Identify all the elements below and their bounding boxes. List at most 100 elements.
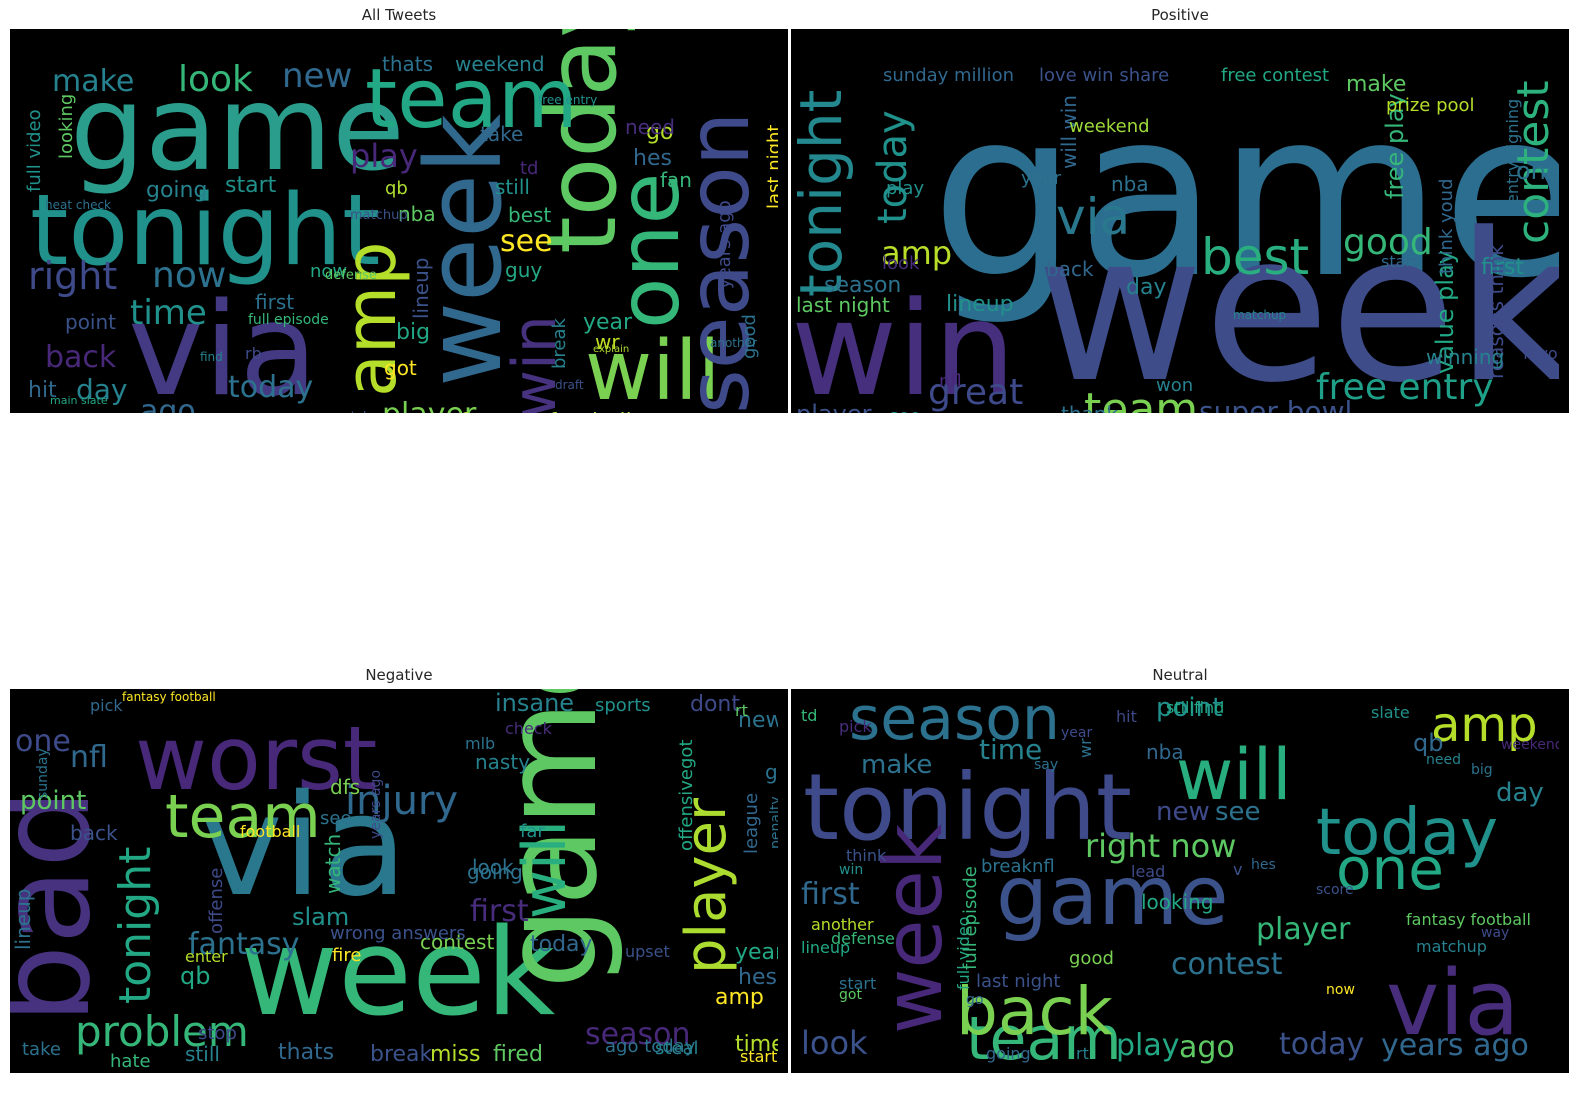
cloud-word: game [70, 59, 405, 197]
cloud-word: sunday [35, 748, 51, 799]
cloud-word: team [365, 52, 578, 147]
title-all: All Tweets [361, 6, 437, 24]
cloud-word: qb [1413, 729, 1443, 757]
cloud-word: mlb [465, 734, 495, 753]
cloud-word: nba [398, 202, 436, 226]
cloud-word: going [467, 860, 523, 884]
cloud-word: weekend [1069, 116, 1150, 137]
cloud-word: contest [40, 410, 122, 413]
cloud-word: check [505, 719, 553, 738]
cloud-word: via [200, 765, 408, 928]
cloud-word: today [870, 110, 916, 224]
cloud-word: super bowl [1199, 395, 1352, 413]
cloud-word: will [1176, 734, 1292, 816]
cloud-word: thats [382, 52, 433, 76]
cloud-word: day [1496, 778, 1544, 808]
cloud-word: rt [1076, 1044, 1089, 1063]
cloud-word: wr [595, 330, 620, 354]
cloud-word: value play [1431, 250, 1459, 374]
cloud-word: looking [1141, 890, 1214, 914]
cloud-word: free entry [538, 93, 597, 107]
cloud-word: stop [198, 1023, 237, 1044]
cloud-word: fire [332, 945, 361, 966]
cloud-word: start [225, 173, 277, 198]
cloud-word: contest [420, 930, 494, 954]
cloud-word: last night [976, 971, 1061, 992]
cloud-word: hit [28, 378, 57, 403]
cloud-word: week [403, 114, 525, 387]
cloud-word: v [1233, 860, 1242, 879]
cloud-word: last night [764, 125, 778, 210]
cloud-word: say [1034, 757, 1058, 773]
cloud-word: week [1036, 190, 1559, 413]
cloud-word: back [1046, 257, 1094, 281]
cloud-word: time [130, 293, 207, 333]
cloud-word: nasty [475, 750, 530, 774]
cloud-word: now [310, 261, 347, 282]
cloud-word: slam [292, 903, 349, 931]
cloud-word: via [128, 276, 318, 413]
cloud-word: thats [278, 1040, 334, 1065]
cloud-word: team [966, 1004, 1122, 1073]
cloud-word: penalty [768, 796, 778, 849]
cloud-word: weekend [455, 52, 545, 76]
wordcloud-all: game tonight via week today will season one team… [10, 29, 788, 413]
cloud-word: today [530, 932, 593, 957]
cloud-word: break [370, 1042, 433, 1067]
cloud-word: think [846, 846, 887, 865]
cloud-word: td [520, 158, 538, 179]
cloud-word: heat check [45, 198, 111, 212]
cloud-word: fantasy football [1406, 910, 1531, 929]
cloud-word: won [1156, 375, 1193, 396]
cloud-word: hes [1251, 857, 1276, 873]
cloud-word: year [1021, 168, 1062, 189]
cloud-word: game [474, 689, 626, 989]
cloud-word: make [52, 64, 134, 99]
cloud-word: day [76, 373, 128, 406]
cloud-word: start [740, 1047, 777, 1066]
cloud-word: main slate [50, 394, 108, 407]
cloud-word: favorite [1523, 344, 1559, 363]
cloud-word: dont [690, 692, 740, 717]
cloud-word: win [839, 862, 863, 878]
cloud-word: new [738, 708, 778, 733]
cloud-word: year [583, 310, 633, 335]
cloud-word: insane [495, 689, 574, 717]
cloud-word: nfl [70, 740, 108, 775]
cloud-word: today [1279, 1027, 1364, 1062]
cloud-word: amp [330, 241, 412, 397]
cloud-word: time [979, 733, 1042, 766]
cloud-word: play [886, 178, 924, 199]
cloud-word: lineup [946, 292, 1014, 317]
cloud-word: hate [110, 1051, 151, 1072]
cloud-word: another [811, 915, 874, 934]
cloud-word: fired [493, 1042, 543, 1067]
cloud-word: player [674, 797, 739, 974]
cloud-word: ago today [605, 1036, 696, 1057]
cloud-word: problem [75, 1007, 249, 1056]
cloud-word: another [710, 336, 757, 350]
cloud-word: lineup [409, 258, 433, 319]
cloud-word: wrong answers [330, 923, 466, 944]
cloud-word: fan [660, 168, 692, 192]
cloud-word: win [500, 315, 570, 413]
cloud-word: start [839, 974, 876, 993]
cloud-word: nfl [939, 371, 962, 392]
cloud-word: point [20, 786, 86, 816]
cloud-word: team [165, 782, 321, 852]
cloud-word: wr [1076, 738, 1095, 758]
cloud-word: win [791, 273, 1016, 413]
cloud-word: tonight [30, 174, 380, 288]
cloud-word: now [152, 255, 226, 296]
cloud-word: nba [1146, 740, 1184, 764]
cloud-word: break [549, 317, 570, 369]
cloud-word: pick [90, 696, 123, 715]
cloud-word: need [1426, 752, 1461, 768]
cloud-word: lead [1131, 862, 1165, 881]
cloud-word: guy [505, 258, 542, 282]
cloud-word: today [1316, 796, 1498, 870]
cloud-word: point [65, 310, 116, 334]
cloud-word: football [240, 822, 300, 841]
cloud-word: full episode [248, 312, 329, 328]
